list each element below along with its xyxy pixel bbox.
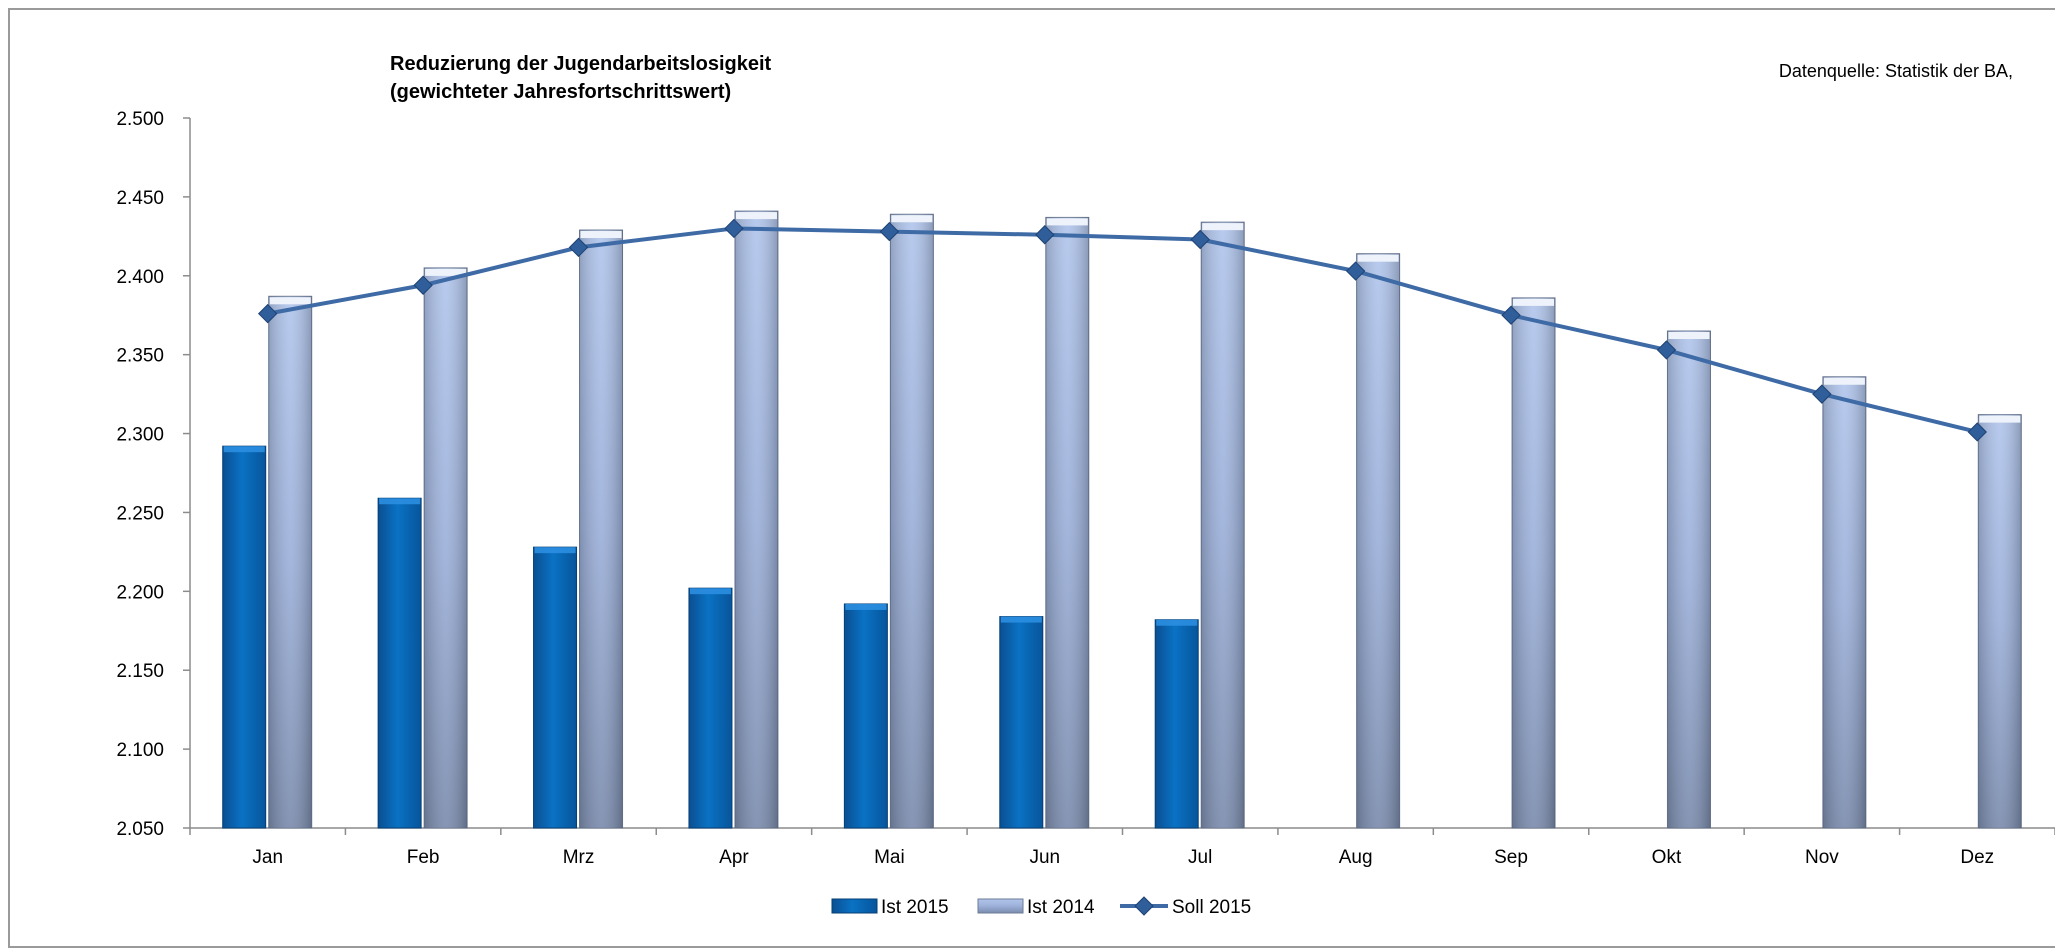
- series-ist-2015: [222, 445, 1199, 829]
- y-tick-label: 2.200: [116, 582, 164, 603]
- bar-ist-2015: [843, 603, 888, 829]
- bar-ist-2015-cap: [379, 498, 421, 505]
- bar-ist-2014-shade: [1201, 222, 1245, 829]
- marker-soll-2015: [1345, 261, 1366, 281]
- bar-ist-2015: [999, 616, 1044, 829]
- series-ist-2014: [268, 210, 2022, 829]
- marker-soll-2015: [1501, 305, 1521, 325]
- bar-ist-2015-cap: [689, 588, 731, 595]
- marker-soll-2015: [1967, 422, 1987, 442]
- x-tick-label: Apr: [719, 847, 749, 868]
- bar-ist-2014-shade: [890, 214, 934, 828]
- bar-ist-2015: [688, 587, 733, 829]
- y-tick-label: 2.400: [116, 267, 164, 288]
- y-tick-label: 2.100: [116, 740, 164, 761]
- bar-ist-2014-shade: [734, 211, 778, 829]
- marker-soll-2015: [724, 218, 744, 239]
- y-tick-label: 2.350: [116, 346, 164, 367]
- bar-ist-2014-shade: [1978, 414, 2022, 828]
- bar-ist-2015-cap: [223, 446, 265, 453]
- legend: Ist 2015 Ist 2014 Soll 2015: [831, 896, 1251, 918]
- bar-ist-2014-shade: [1822, 376, 1866, 828]
- bar-ist-2014-cap: [1979, 415, 2021, 423]
- legend-label-ist-2015: Ist 2015: [881, 897, 949, 918]
- bar-ist-2014-cap: [580, 231, 622, 239]
- x-tick-label: Okt: [1652, 847, 1682, 868]
- x-tick-label: Mai: [874, 847, 905, 868]
- bar-ist-2015: [533, 546, 578, 829]
- x-tick-label: Dez: [1960, 847, 1994, 868]
- marker-soll-2015: [413, 275, 433, 295]
- bar-ist-2015: [222, 445, 267, 829]
- bar-ist-2014-shade: [424, 267, 468, 828]
- bar-ist-2014-cap: [1823, 377, 1865, 385]
- x-tick-label: Aug: [1339, 847, 1373, 868]
- bar-ist-2014-cap: [269, 297, 311, 305]
- legend-marker-soll-2015: [1134, 896, 1154, 916]
- bar-ist-2014-cap: [1046, 218, 1088, 226]
- legend-swatch-ist-2015: [831, 898, 878, 914]
- bar-ist-2014-cap: [1357, 254, 1399, 262]
- marker-soll-2015: [1035, 225, 1055, 245]
- y-tick-label: 2.050: [116, 819, 164, 840]
- y-tick-label: 2.300: [116, 425, 164, 446]
- bar-ist-2014-shade: [1667, 331, 1711, 828]
- bar-ist-2015-cap: [1000, 616, 1042, 623]
- x-tick-label: Feb: [407, 847, 440, 868]
- bar-ist-2014-shade: [268, 296, 312, 828]
- bar-ist-2014-shade: [1045, 217, 1089, 828]
- bar-ist-2014-cap: [1513, 298, 1555, 306]
- marker-soll-2015: [568, 237, 589, 258]
- marker-soll-2015: [1190, 229, 1210, 250]
- bar-ist-2015-cap: [845, 603, 887, 610]
- x-axis: Jan Feb Mrz Apr Mai Jun Jul Aug Sep Okt Nov Dez: [189, 827, 2055, 868]
- marker-soll-2015: [1656, 340, 1677, 360]
- marker-soll-2015: [258, 303, 278, 324]
- legend-label-soll-2015: Soll 2015: [1172, 897, 1251, 918]
- x-tick-label: Sep: [1494, 847, 1528, 868]
- bar-ist-2014-cap: [735, 212, 777, 220]
- bar-ist-2014-shade: [1356, 253, 1400, 828]
- series-soll-2015: [258, 218, 1987, 442]
- line-soll-2015: [267, 226, 1978, 434]
- x-tick-label: Jun: [1029, 847, 1060, 868]
- y-axis: 2.050 2.100 2.150 2.200 2.250 2.300 2.350 2.400…: [116, 109, 191, 840]
- bar-ist-2014-shade: [579, 230, 623, 828]
- bar-ist-2015-cap: [1156, 619, 1198, 626]
- x-tick-label: Mrz: [563, 847, 595, 868]
- bar-ist-2014-cap: [425, 268, 467, 276]
- bar-ist-2014-cap: [891, 215, 933, 223]
- marker-soll-2015: [1812, 384, 1832, 404]
- x-tick-label: Jul: [1188, 847, 1212, 868]
- y-tick-label: 2.150: [116, 661, 164, 682]
- chart-title-line-2: (gewichteter Jahresfortschrittswert): [390, 81, 731, 103]
- bar-ist-2014-cap: [1202, 223, 1244, 231]
- source-note: Datenquelle: Statistik der BA,: [1779, 61, 2013, 81]
- bar-ist-2015-cap: [534, 547, 576, 554]
- y-tick-label: 2.250: [116, 503, 164, 524]
- x-tick-label: Nov: [1805, 847, 1839, 868]
- x-tick-label: Jan: [252, 847, 283, 868]
- legend-label-ist-2014: Ist 2014: [1027, 897, 1095, 918]
- bar-ist-2015: [1154, 619, 1199, 829]
- legend-swatch-ist-2014: [977, 898, 1024, 914]
- chart-title-line-1: Reduzierung der Jugendarbeitslosigkeit: [390, 53, 772, 75]
- y-tick-label: 2.450: [116, 188, 164, 209]
- bar-ist-2014-shade: [1512, 297, 1556, 828]
- bar-ist-2015: [377, 497, 422, 829]
- y-tick-label: 2.500: [116, 109, 164, 130]
- marker-soll-2015: [879, 221, 900, 242]
- bar-ist-2014-cap: [1668, 332, 1710, 339]
